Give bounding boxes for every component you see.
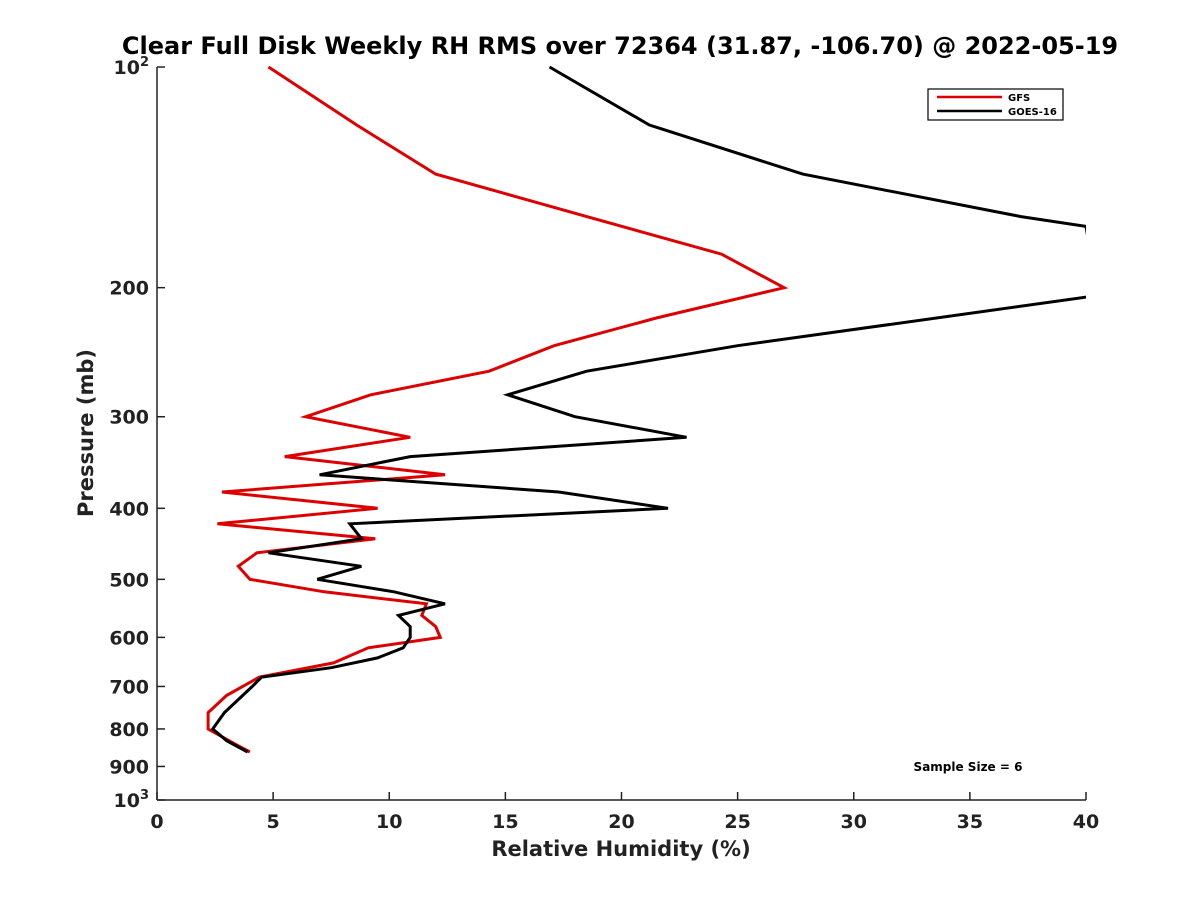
x-tick-label-3: 15 (492, 811, 518, 833)
y-tick-label-5: 600 (109, 627, 149, 649)
y-tick-label-2: 300 (109, 407, 149, 429)
y-axis-label: Pressure (mb) (74, 349, 98, 517)
legend-label-gfs: GFS (1008, 93, 1030, 104)
x-tick-label-1: 5 (267, 811, 280, 833)
y-tick-label-8: 900 (109, 756, 149, 778)
chart-title: Clear Full Disk Weekly RH RMS over 72364… (122, 32, 1118, 60)
legend: GFS GOES-16 (927, 88, 1064, 121)
x-tick-label-8: 40 (1073, 811, 1099, 833)
x-axis-label: Relative Humidity (%) (491, 837, 750, 861)
series-line-gfs (206, 65, 789, 754)
y-tick-label-7: 800 (109, 719, 149, 741)
y-tick-label-3: 400 (109, 498, 149, 520)
x-tick-label-4: 20 (608, 811, 634, 833)
sample-size-annotation: Sample Size = 6 (914, 760, 1023, 774)
y-ticks: 102 200 300 400 500 600 700 800 900 103 (109, 55, 165, 812)
x-tick-label-7: 35 (957, 811, 983, 833)
series-lines (206, 65, 1086, 754)
series-line-goes-16 (210, 65, 1086, 754)
x-tick-label-5: 25 (724, 811, 750, 833)
x-ticks: 0 5 10 15 20 25 30 35 40 (150, 792, 1099, 833)
legend-label-goes16: GOES-16 (1008, 107, 1057, 118)
x-tick-label-6: 30 (841, 811, 867, 833)
x-tick-label-2: 10 (376, 811, 402, 833)
x-tick-label-0: 0 (150, 811, 163, 833)
y-tick-label-4: 500 (109, 569, 149, 591)
legend-box (927, 88, 1064, 121)
y-tick-label-0: 102 (114, 55, 150, 79)
y-tick-label-1: 200 (109, 278, 149, 300)
plot-area: 0 5 10 15 20 25 30 35 40 102 200 300 400 500 600 700 80… (109, 55, 1099, 833)
y-tick-label-9: 103 (114, 788, 150, 812)
y-tick-label-6: 700 (109, 676, 149, 698)
